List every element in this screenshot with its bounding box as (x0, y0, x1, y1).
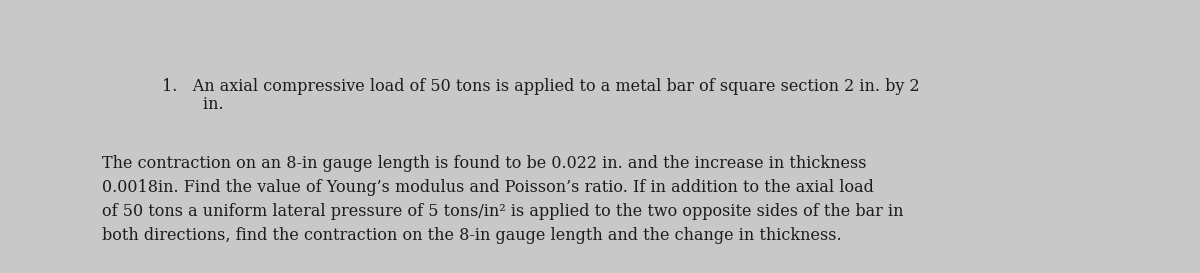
Text: in.: in. (162, 96, 223, 113)
Text: The contraction on an 8-in gauge length is found to be 0.022 in. and the increas: The contraction on an 8-in gauge length … (102, 155, 904, 244)
Text: 1.   An axial compressive load of 50 tons is applied to a metal bar of square se: 1. An axial compressive load of 50 tons … (162, 78, 919, 95)
